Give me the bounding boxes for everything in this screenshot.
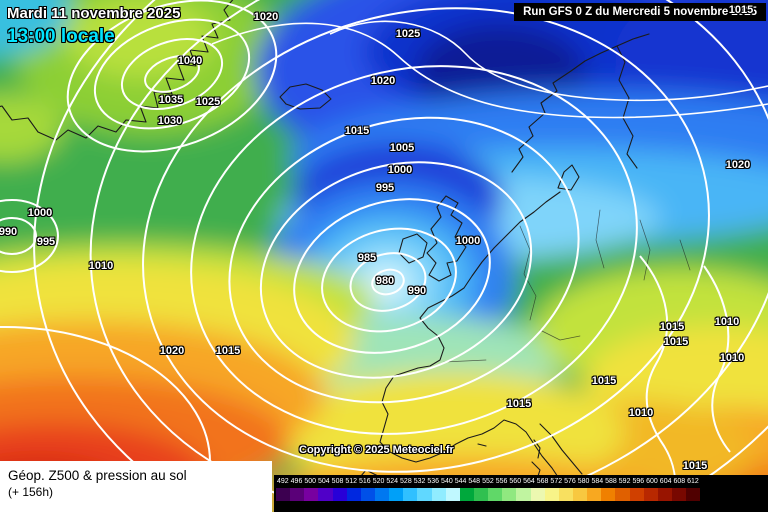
colorbar-cell — [346, 488, 361, 501]
colorbar-value: 504 — [318, 478, 330, 485]
colorbar-value: 496 — [290, 478, 303, 485]
colorbar-value: 576 — [564, 478, 576, 485]
colorbar-cell — [530, 488, 545, 501]
colorbar-value: 524 — [386, 478, 399, 485]
colorbar-cell — [290, 488, 305, 501]
colorbar-cell — [502, 488, 517, 501]
colorbar-cell — [572, 488, 588, 501]
colorbar-cell — [374, 488, 390, 501]
colorbar-cell — [544, 488, 559, 501]
colorbar-value: 564 — [523, 478, 535, 485]
colorbar-value: 612 — [687, 478, 699, 485]
colorbar-value: 544 — [454, 478, 467, 485]
colorbar-value: 516 — [359, 478, 371, 485]
colorbar-cell — [601, 488, 616, 501]
colorbar-cell — [403, 488, 418, 501]
colorbar-cell — [671, 488, 687, 501]
colorbar-value: 568 — [536, 478, 549, 485]
run-info-box: Run GFS 0 Z du Mercredi 5 novembre 2025 — [514, 3, 766, 21]
colorbar-cell — [318, 488, 333, 501]
colorbar-value: 560 — [509, 478, 522, 485]
legend-box: Géop. Z500 & pression au sol (+ 156h) — [0, 461, 272, 512]
colorbar-cell — [558, 488, 573, 501]
colorbar-cell — [304, 488, 319, 501]
colorbar-value: 584 — [591, 478, 604, 485]
colorbar-inner: 492 496 500 504 508 512 516 520 524 528 532 536 540 5… — [276, 477, 701, 501]
colorbar-value: 552 — [482, 478, 494, 485]
colorbar-value: 520 — [372, 478, 385, 485]
colorbar-value: 540 — [441, 478, 453, 485]
colorbar-value: 548 — [468, 478, 481, 485]
colorbar-value: 512 — [345, 478, 358, 485]
colorbar-cell — [516, 488, 531, 501]
colorbar-cell — [657, 488, 672, 501]
colorbar-value: 500 — [304, 478, 317, 485]
colorbar-values-row: 492 496 500 504 508 512 516 520 524 528 532 536 540 5… — [276, 477, 700, 487]
colorbar-value: 608 — [673, 478, 686, 485]
colorbar-cell — [276, 488, 291, 501]
colorbar-cell — [488, 488, 503, 501]
colorbar-cell — [629, 488, 644, 501]
legend-subtitle: (+ 156h) — [8, 485, 54, 499]
colorbar-value: 556 — [495, 478, 508, 485]
colorbar-value: 572 — [550, 478, 563, 485]
colorbar-value: 532 — [413, 478, 426, 485]
colorbar-value: 604 — [659, 478, 672, 485]
colorbar-value: 492 — [276, 478, 289, 485]
copyright-text: Copyright © 2025 Meteociel.fr — [299, 444, 454, 456]
colorbar-value: 508 — [331, 478, 344, 485]
colorbar-cell — [360, 488, 375, 501]
colorbar-value: 528 — [400, 478, 412, 485]
colorbar-value: 580 — [577, 478, 590, 485]
colorbar-cell — [459, 488, 474, 501]
colorbar-cell — [332, 488, 347, 501]
colorbar: 492 496 500 504 508 512 516 520 524 528 532 536 540 5… — [274, 475, 768, 512]
colorbar-cell — [445, 488, 460, 501]
colorbar-cell — [643, 488, 658, 501]
colorbar-value: 592 — [618, 478, 631, 485]
colorbar-value: 600 — [646, 478, 658, 485]
colorbar-value: 596 — [632, 478, 645, 485]
colorbar-cell — [686, 488, 701, 501]
colorbar-cell — [389, 488, 404, 501]
colorbar-cell — [431, 488, 446, 501]
legend-title: Géop. Z500 & pression au sol — [8, 468, 187, 483]
colorbar-value: 588 — [605, 478, 617, 485]
colorbar-cell — [417, 488, 432, 501]
colorbar-cell — [615, 488, 630, 501]
forecast-date: Mardi 11 novembre 2025 — [7, 5, 181, 22]
colorbar-cell — [473, 488, 489, 501]
forecast-time: 13:00 locale — [7, 26, 115, 47]
run-info-label: Run GFS 0 Z du Mercredi 5 novembre 2025 — [523, 6, 757, 18]
colorbar-cell — [587, 488, 602, 501]
colorbar-value: 536 — [427, 478, 440, 485]
colorbar-cells-row — [276, 488, 701, 501]
